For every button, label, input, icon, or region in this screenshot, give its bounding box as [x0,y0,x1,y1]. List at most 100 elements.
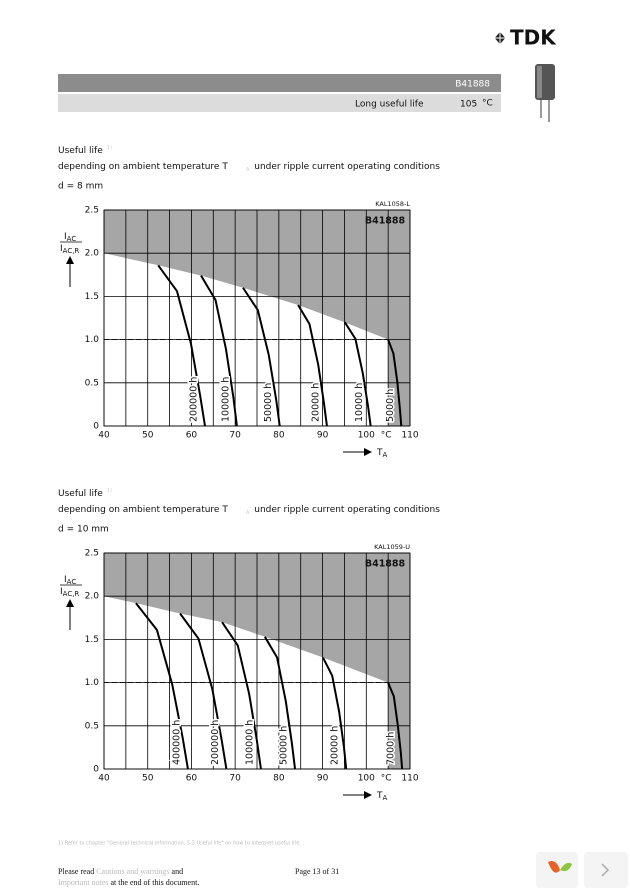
temp: 105 [460,100,477,110]
x-tick-label: 80 [273,431,285,441]
y-label: IAC [64,232,76,244]
y-label-main: I [64,232,67,242]
limit-region [104,553,410,769]
section-title: Useful life 1) [58,488,112,499]
y-arrow-head [66,256,74,264]
x-tick-label: 100 [358,774,375,784]
brand: TDK [510,26,557,50]
curve-label: 7000 h [386,732,397,765]
curve-label: 400000 h [171,720,182,765]
caption-text: under ripple current operating condition… [254,505,440,515]
x-tick-label: 70 [229,774,241,784]
x-tick-label: 50 [142,774,154,784]
life-curve [264,636,297,770]
x-tick-label: 60 [186,431,198,441]
y-label-sub: AC [67,235,77,243]
y-label-sub: AC,R [63,590,80,598]
curve-label: 100000 h [244,720,255,765]
x-tick-label: 40 [98,774,110,784]
title: Useful life [58,146,103,156]
y-label-den: IAC,R [60,587,79,599]
y-tick-label: 1.0 [85,335,100,345]
caption-text: depending on ambient temperature T [58,162,228,172]
y-tick-label: 1.0 [85,678,100,688]
y-tick-label: 0.5 [85,721,99,731]
size: d = 10 mm [58,525,109,535]
y-label-main: I [60,587,63,597]
y-tick-label: 0.5 [85,378,99,388]
limit-region [104,210,410,426]
viewer-overlay[interactable] [536,852,628,888]
curve-label: 20000 h [310,383,321,422]
temp-unit: °C [482,99,493,109]
x-arrow-head [364,448,372,456]
y-label-main: I [64,575,67,585]
x-arrow-head [364,791,372,799]
subheader-bar [58,94,501,112]
capacitor-image [535,64,555,122]
notice-text: and [172,867,184,876]
y-label-sub: AC [67,578,77,586]
x-label-sub: A [383,794,388,802]
x-label-main: T [376,791,383,801]
plot-frame [103,209,411,427]
y-tick-label: 0 [93,765,99,775]
life-curve [221,621,262,770]
notice-link[interactable]: Cautions and warnings [96,867,169,876]
chart: Useful life 1) depending on ambient temper… [58,145,440,460]
charts: Useful life 1) depending on ambient temper… [58,145,440,803]
x-tick-label: 90 [317,431,329,441]
title: Useful life [58,489,103,499]
curve-label: 200000 h [188,377,199,422]
x-tick-label: 80 [273,774,285,784]
size: d = 8 mm [58,182,103,192]
x-label: TA [376,791,388,803]
life-curve [387,339,403,427]
x-tick-label: 70 [229,431,241,441]
series-label: B41888 [365,216,406,227]
y-tick-label: 1.5 [85,635,99,645]
x-tick-label: 60 [186,774,198,784]
y-tick-label: 2.5 [85,206,99,216]
x-tick-label: 100 [358,431,375,441]
x-tick-label: 110 [401,774,418,784]
subtitle: Long useful life [355,100,424,110]
life-curve [344,321,372,427]
caption-text: under ripple current operating condition… [254,162,440,172]
y-tick-label: 1.5 [85,292,99,302]
footnote: 1) Refer to chapter "General technical i… [58,841,301,847]
chart-code: KAL1058-L [375,200,410,208]
y-tick-label: 2.0 [85,592,100,602]
life-curve [387,682,404,770]
life-curve [322,657,348,770]
part-number: B41888 [455,80,490,90]
y-label-den: IAC,R [60,244,79,256]
x-unit: °C [381,774,392,784]
life-curve [179,612,228,770]
x-label-main: T [376,448,383,458]
curve-label: 20000 h [330,726,341,765]
chart-code: KAL1059-U [374,543,410,551]
notice-text: Please read [58,867,94,876]
curve-label: 50000 h [279,726,290,765]
section-title: Useful life 1) [58,145,112,156]
curve-label: 5000 h [385,389,396,422]
page-number: Page 13 of 31 [295,867,339,876]
notice-link[interactable]: Important notes [58,878,108,887]
x-tick-label: 90 [317,774,329,784]
x-tick-label: 40 [98,431,110,441]
notice: Please read Cautions and warnings and [58,867,183,876]
x-label-sub: A [383,451,388,459]
y-label-sub: AC,R [63,247,80,255]
logo: TDK [493,26,557,50]
y-tick-label: 2.0 [85,249,100,259]
life-curve [297,304,328,427]
caption-text: depending on ambient temperature T [58,505,228,515]
life-curve [242,287,281,427]
x-tick-label: 50 [142,431,154,441]
x-label: TA [376,448,388,460]
plot-frame [103,552,411,770]
x-unit: °C [381,431,392,441]
